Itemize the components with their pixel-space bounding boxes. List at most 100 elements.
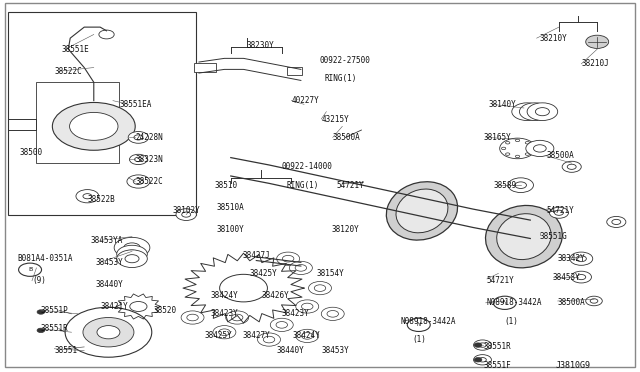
Circle shape <box>134 157 142 162</box>
Text: 38165Y: 38165Y <box>484 133 511 142</box>
Circle shape <box>327 311 339 317</box>
Circle shape <box>479 357 486 362</box>
Circle shape <box>549 207 568 218</box>
Circle shape <box>571 271 591 283</box>
Text: 38154Y: 38154Y <box>317 269 344 278</box>
Circle shape <box>536 108 549 116</box>
Circle shape <box>295 264 307 271</box>
Text: 38424Y: 38424Y <box>292 331 321 340</box>
Circle shape <box>534 145 546 152</box>
Circle shape <box>134 135 143 140</box>
Circle shape <box>257 333 280 346</box>
Bar <box>8 12 196 215</box>
Text: 38522C: 38522C <box>54 67 82 76</box>
Text: 38453Y: 38453Y <box>96 258 124 267</box>
Bar <box>36 82 119 163</box>
Circle shape <box>474 340 492 350</box>
Text: 38427J: 38427J <box>243 250 270 260</box>
Text: N: N <box>417 323 421 327</box>
Text: 38551E: 38551E <box>62 45 90 54</box>
Ellipse shape <box>497 214 551 260</box>
Text: 38102Y: 38102Y <box>172 206 200 215</box>
Circle shape <box>289 261 312 275</box>
Ellipse shape <box>396 189 448 233</box>
Circle shape <box>296 329 319 343</box>
Circle shape <box>407 318 430 331</box>
Text: (1): (1) <box>505 317 518 326</box>
Circle shape <box>586 35 609 48</box>
Text: 38500A: 38500A <box>333 133 360 142</box>
Text: 38522B: 38522B <box>88 195 115 204</box>
Text: 24228N: 24228N <box>135 133 163 142</box>
Text: 38453Y: 38453Y <box>322 346 349 355</box>
Text: 38427Y: 38427Y <box>243 331 270 340</box>
Circle shape <box>182 212 191 217</box>
Circle shape <box>576 256 586 262</box>
Text: 38425Y: 38425Y <box>250 269 278 278</box>
Text: 38500A: 38500A <box>546 151 574 160</box>
Circle shape <box>512 103 542 121</box>
Text: 54721Y: 54721Y <box>547 206 575 215</box>
Circle shape <box>226 311 248 324</box>
Text: 38210Y: 38210Y <box>540 33 568 43</box>
Circle shape <box>116 250 147 267</box>
Circle shape <box>83 194 92 199</box>
Circle shape <box>76 190 99 203</box>
Circle shape <box>232 314 243 321</box>
Circle shape <box>474 355 492 365</box>
Circle shape <box>570 252 593 265</box>
Circle shape <box>125 250 139 258</box>
Text: 38453YA: 38453YA <box>91 236 123 245</box>
Circle shape <box>301 333 313 339</box>
Text: 00922-14000: 00922-14000 <box>282 162 333 171</box>
Circle shape <box>577 275 586 280</box>
Text: 43215Y: 43215Y <box>321 115 349 124</box>
Circle shape <box>554 210 563 215</box>
Circle shape <box>590 299 598 303</box>
Circle shape <box>263 336 275 343</box>
Circle shape <box>99 30 114 39</box>
Circle shape <box>586 296 602 306</box>
Circle shape <box>562 161 581 172</box>
Circle shape <box>37 310 45 314</box>
Text: 38323N: 38323N <box>135 155 163 164</box>
Text: 38440Y: 38440Y <box>276 346 305 355</box>
Text: 38120Y: 38120Y <box>332 225 359 234</box>
Circle shape <box>133 179 143 185</box>
Circle shape <box>97 326 120 339</box>
Text: 38100Y: 38100Y <box>216 225 244 234</box>
Text: 38551EA: 38551EA <box>119 100 152 109</box>
Circle shape <box>474 343 482 347</box>
Text: 54721Y: 54721Y <box>337 181 364 190</box>
Text: 00922-27500: 00922-27500 <box>320 56 371 65</box>
Circle shape <box>65 307 152 357</box>
Text: RING(1): RING(1) <box>286 181 319 190</box>
Text: N08918-3442A: N08918-3442A <box>401 317 456 326</box>
Circle shape <box>282 256 294 262</box>
Text: 38230Y: 38230Y <box>246 41 275 50</box>
Circle shape <box>270 318 293 331</box>
Text: 38551R: 38551R <box>41 324 68 333</box>
Circle shape <box>515 182 527 189</box>
Text: 54721Y: 54721Y <box>487 276 515 285</box>
Text: B: B <box>28 267 32 272</box>
Text: 38440Y: 38440Y <box>96 280 124 289</box>
Circle shape <box>520 108 534 116</box>
Circle shape <box>130 302 147 311</box>
Circle shape <box>479 343 486 347</box>
Circle shape <box>70 112 118 140</box>
Text: 38425Y: 38425Y <box>204 331 232 340</box>
Text: 38522C: 38522C <box>135 177 163 186</box>
Circle shape <box>296 300 319 313</box>
Text: 38424Y: 38424Y <box>211 291 238 300</box>
Circle shape <box>607 217 626 227</box>
Circle shape <box>129 154 147 164</box>
Text: 38551G: 38551G <box>540 232 568 241</box>
Circle shape <box>213 326 236 339</box>
Circle shape <box>37 328 45 333</box>
Circle shape <box>83 318 134 347</box>
Circle shape <box>612 219 621 225</box>
Text: 38551F: 38551F <box>483 361 511 370</box>
Text: 38551: 38551 <box>54 346 77 355</box>
Circle shape <box>114 237 150 258</box>
